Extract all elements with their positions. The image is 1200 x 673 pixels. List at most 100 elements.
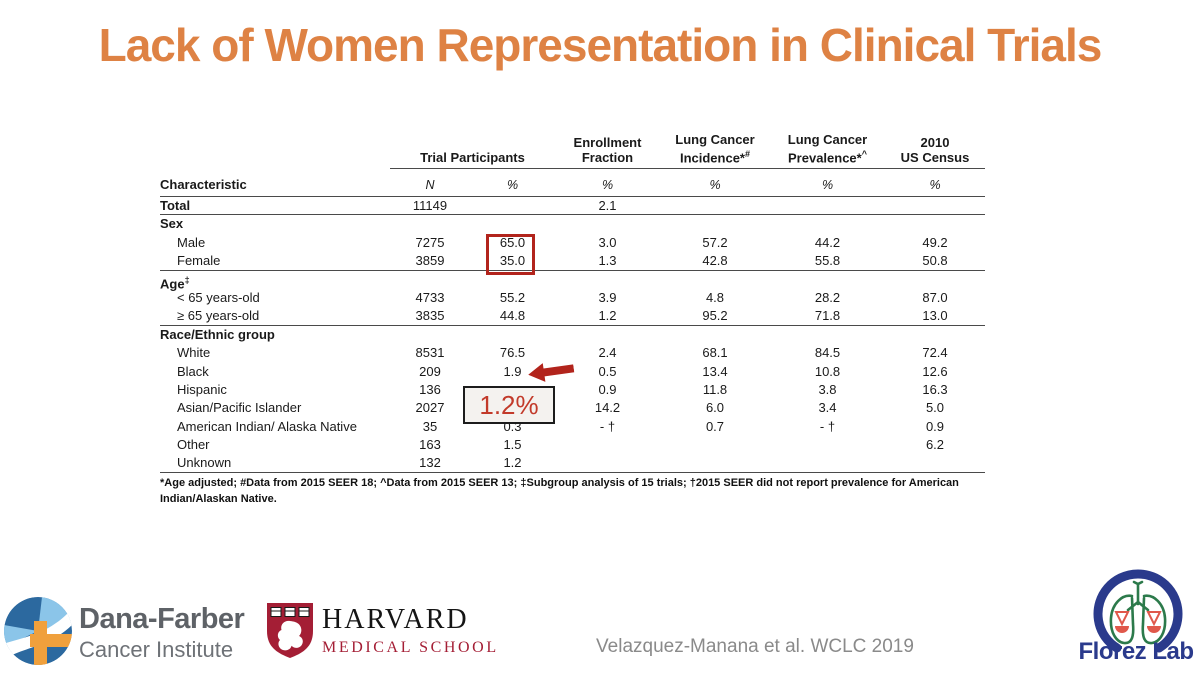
row-value: 136 (419, 381, 441, 397)
row-value: 55.8 (770, 252, 885, 271)
row-value: 35 (422, 418, 438, 434)
row-label: < 65 years-old (177, 289, 260, 305)
row-value: 0.9 (598, 381, 617, 397)
row-value: 11.8 (702, 381, 728, 397)
col-header-pct-incidence: % (660, 169, 770, 197)
row-value: 1.2 (555, 307, 660, 326)
row-value: 7275 (415, 234, 445, 250)
row-label: Black (177, 363, 209, 379)
highlight-box-sex-percent (486, 234, 535, 275)
row-value: 2027 (415, 400, 445, 416)
row-value (770, 215, 885, 233)
row-value: 0.7 (705, 418, 725, 434)
row-value: 72.4 (922, 345, 948, 361)
row-value (885, 454, 985, 473)
col-header-enrollment-fraction: Enrollment Fraction (555, 130, 660, 169)
row-value (555, 271, 660, 289)
col-header-pct-prevalence: % (770, 169, 885, 197)
col-header-lung-cancer-prevalence: Lung Cancer Prevalence*^ (770, 130, 885, 169)
row-value: 28.2 (814, 289, 841, 305)
row-value: 71.8 (770, 307, 885, 326)
callout-hispanic-percent: 1.2% (463, 386, 555, 424)
florez-lab-logo-icon (1093, 569, 1183, 653)
row-value (885, 326, 985, 344)
col-header-lung-cancer-incidence: Lung Cancer Incidence*# (660, 130, 770, 169)
row-value: 209 (419, 363, 441, 379)
row-value (885, 197, 985, 216)
row-value: 1.2 (470, 454, 555, 473)
row-value: 4733 (415, 289, 445, 305)
row-value: 50.8 (885, 252, 985, 271)
row-value (390, 215, 470, 233)
row-value: 3.4 (818, 400, 837, 416)
florez-lab-name: Florez Lab (1078, 638, 1194, 665)
col-header-pct-enrollment: % (555, 169, 660, 197)
row-value (555, 436, 660, 454)
table-footnote: *Age adjusted; #Data from 2015 SEER 18; … (160, 476, 959, 505)
row-value (770, 454, 885, 473)
row-value: 132 (390, 454, 470, 473)
row-value: 3835 (390, 307, 470, 326)
row-value: - † (599, 418, 616, 434)
dana-farber-logo-icon (4, 597, 72, 665)
row-value (660, 215, 770, 233)
row-value (555, 454, 660, 473)
row-value: 8531 (415, 345, 445, 361)
row-label: Race/Ethnic group (160, 326, 275, 342)
row-value (660, 454, 770, 473)
row-value (885, 271, 985, 289)
dana-farber-name: Dana-Farber (79, 603, 245, 635)
row-value: 3.0 (598, 234, 617, 250)
row-value: 1.9 (503, 363, 522, 379)
row-value: 12.6 (922, 363, 948, 379)
row-value: 49.2 (922, 234, 948, 250)
row-label: Total (160, 197, 390, 216)
row-value: 55.2 (499, 289, 526, 305)
row-label: Other (177, 437, 210, 453)
dana-farber-subtitle: Cancer Institute (79, 637, 234, 662)
row-value: 6.0 (705, 400, 725, 416)
row-value: 44.2 (814, 234, 841, 250)
row-value: 2.4 (598, 345, 617, 361)
row-label: Age‡ (160, 274, 190, 291)
col-header-pct-trial: % (470, 169, 555, 197)
data-table: Trial Participants Enrollment Fraction L… (160, 130, 986, 473)
row-value: 163 (419, 437, 441, 453)
harvard-name: HARVARD (322, 604, 469, 635)
row-value (770, 436, 885, 454)
row-value (555, 215, 660, 233)
row-label: Hispanic (177, 381, 227, 397)
row-value: 2.1 (555, 197, 660, 216)
row-value (555, 326, 660, 344)
row-value: 1.5 (503, 437, 522, 453)
row-value: 65.0 (499, 234, 526, 250)
dana-farber-wordmark: Dana-Farber Cancer Institute (79, 603, 245, 663)
row-value: 3.8 (818, 381, 837, 397)
row-label: Unknown (160, 454, 390, 473)
row-value: 4.8 (705, 289, 725, 305)
row-value (660, 271, 770, 289)
row-value (470, 215, 555, 233)
row-value: 5.0 (925, 400, 945, 416)
row-value: 13.4 (702, 363, 728, 379)
row-label: Female (160, 252, 390, 271)
harvard-shield-icon (267, 603, 313, 658)
row-value (660, 326, 770, 344)
row-value: 3.9 (598, 289, 617, 305)
col-header-pct-census: % (885, 169, 985, 197)
row-value (470, 326, 555, 344)
red-arrow-icon (528, 363, 575, 382)
row-value: 13.0 (885, 307, 985, 326)
row-label: Male (177, 234, 206, 250)
harvard-wordmark: HARVARD MEDICAL SCHOOL (322, 604, 499, 657)
row-value (660, 197, 770, 216)
row-label: Sex (160, 216, 184, 232)
slide-title: Lack of Women Representation in Clinical… (98, 19, 1103, 71)
col-header-us-census: 2010 US Census (885, 130, 985, 169)
row-value: 1.3 (555, 252, 660, 271)
row-value: 3859 (390, 252, 470, 271)
harvard-subtitle: MEDICAL SCHOOL (322, 639, 499, 656)
row-value: 95.2 (660, 307, 770, 326)
row-label: Asian/Pacific Islander (177, 400, 302, 416)
